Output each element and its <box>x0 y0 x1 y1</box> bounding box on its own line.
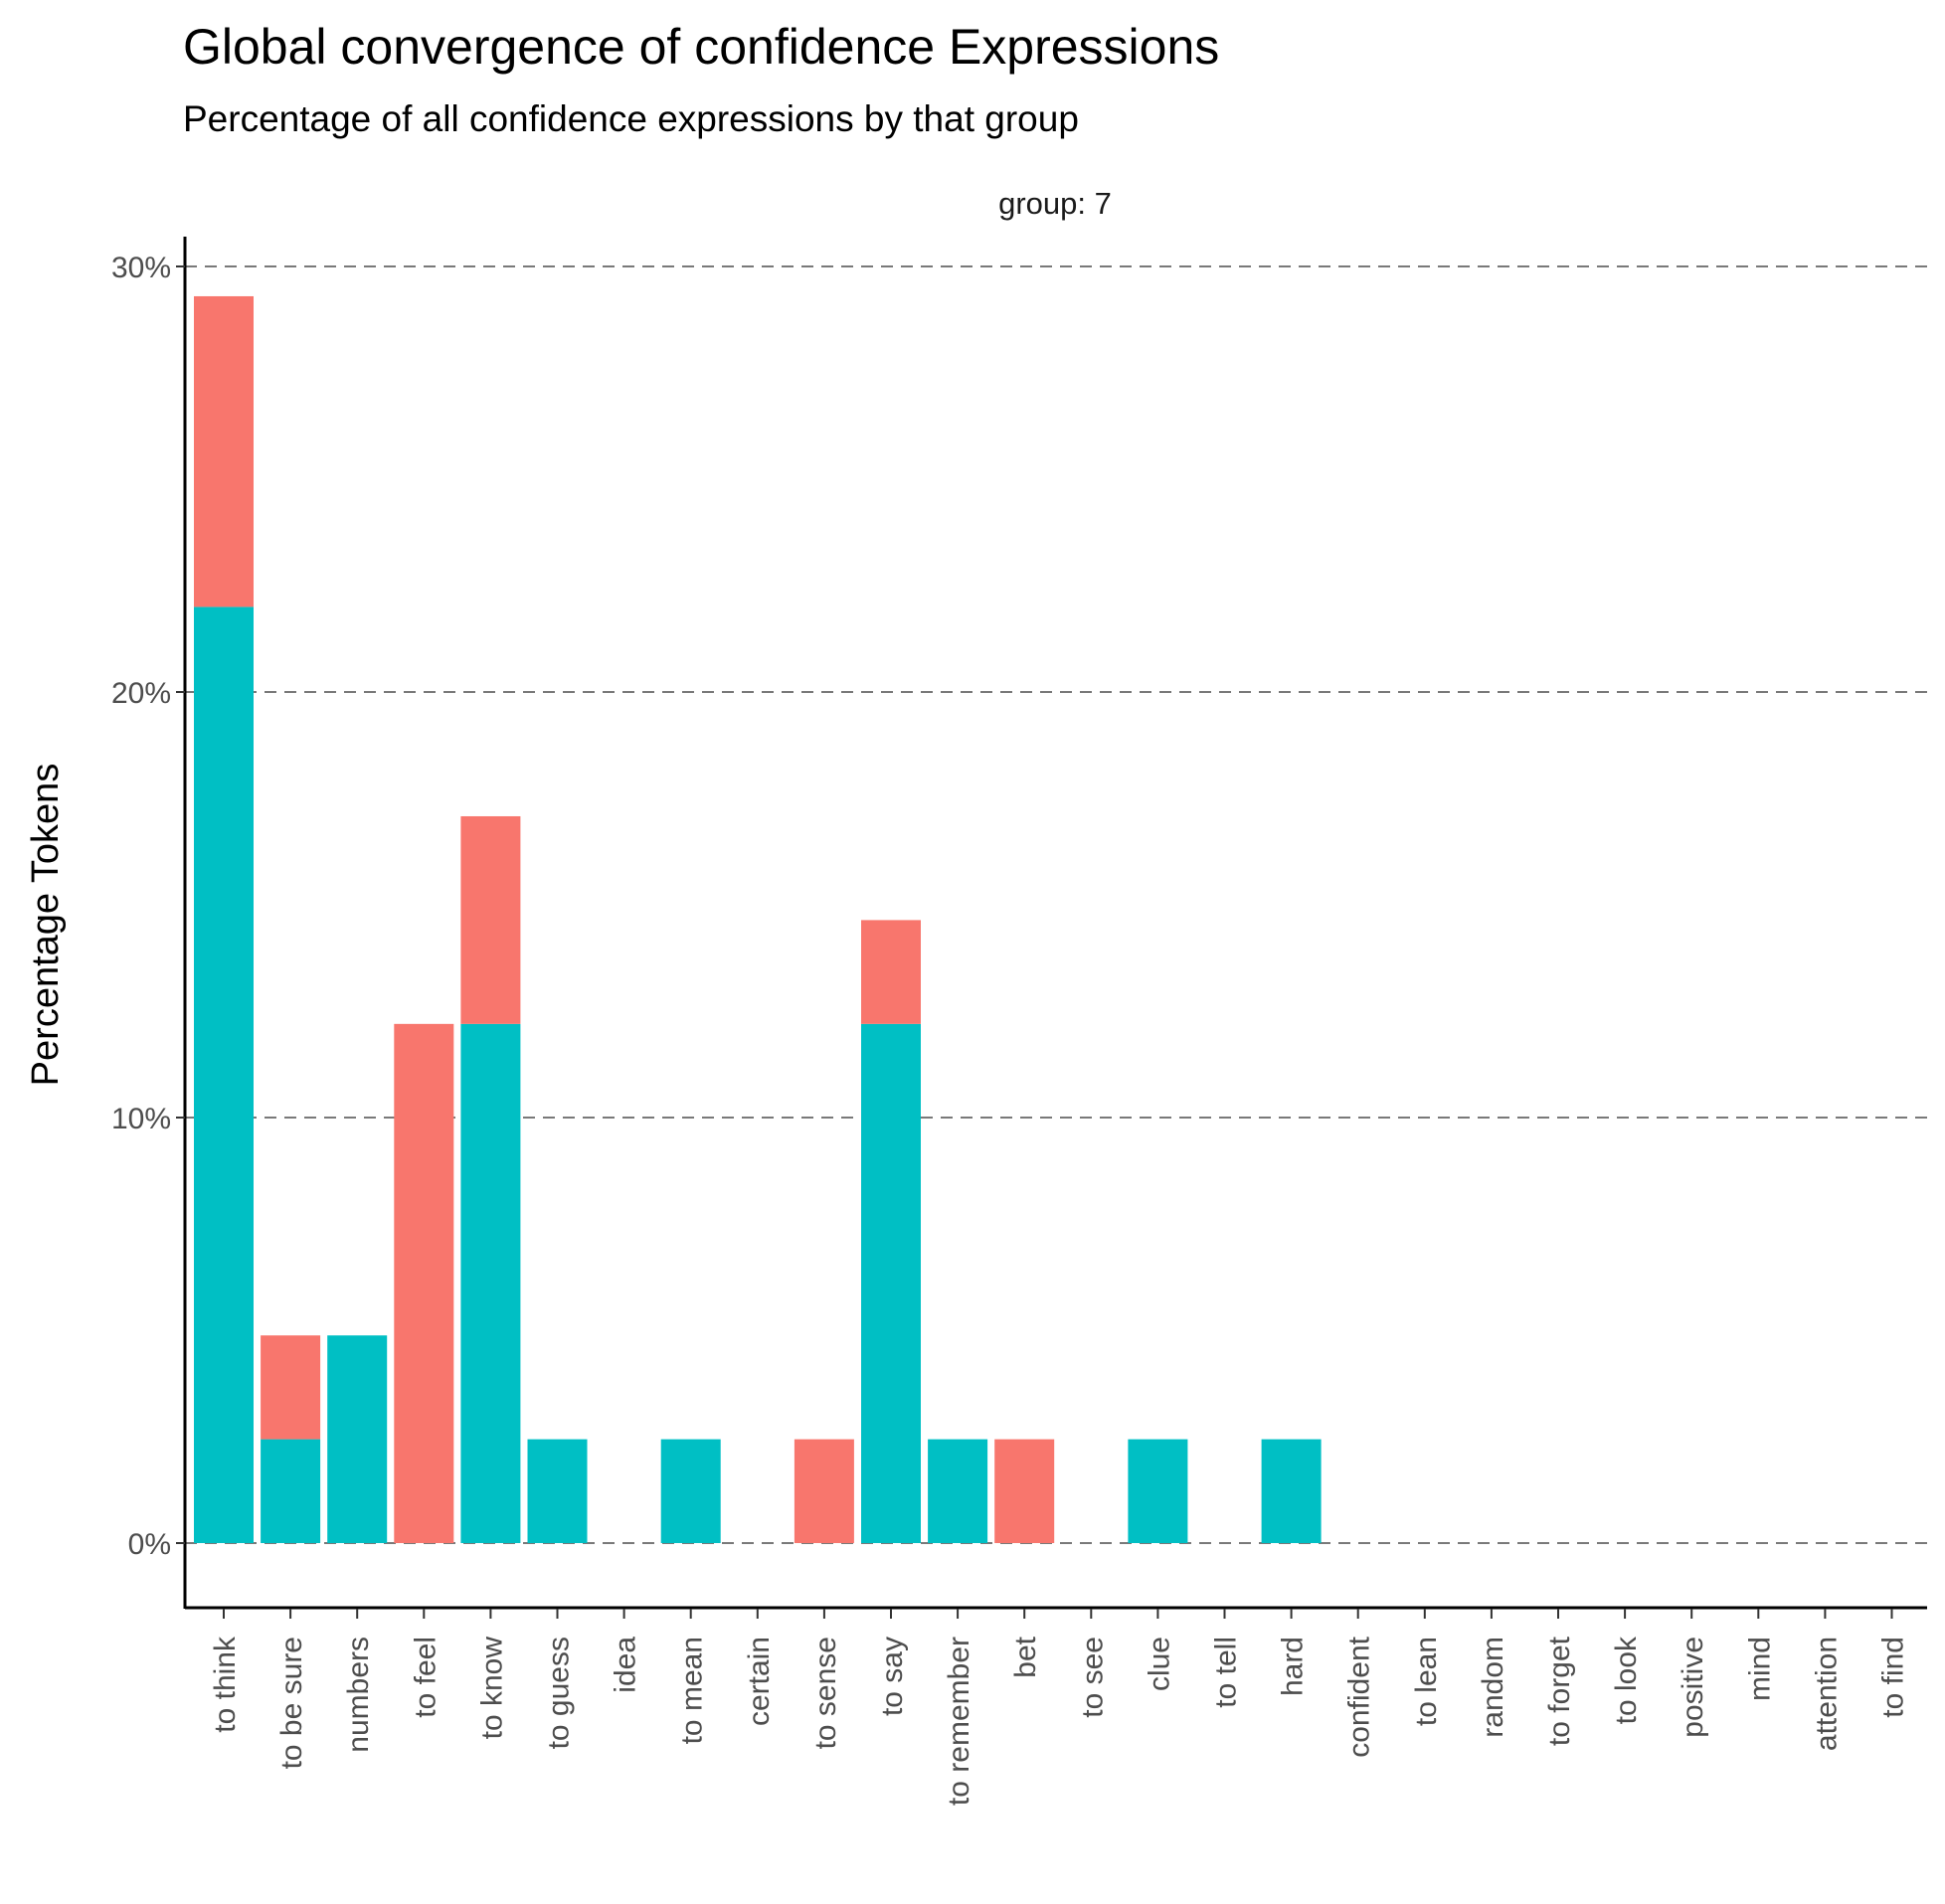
x-tick-label: idea <box>610 1637 642 1693</box>
bar-bet-s1 <box>994 1439 1055 1543</box>
chart-title: Global convergence of confidence Express… <box>183 19 1219 75</box>
y-tick-label: 20% <box>111 677 171 710</box>
bar-to-say-s1 <box>861 920 921 1024</box>
x-tick-label: to tell <box>1210 1637 1243 1708</box>
bar-to-think-s0 <box>194 606 254 1543</box>
axes <box>176 237 1927 1619</box>
bar-to-be-sure-s1 <box>261 1335 321 1440</box>
bar-hard-s0 <box>1261 1439 1322 1543</box>
bar-to-sense-s1 <box>794 1439 854 1543</box>
x-tick-label: hard <box>1277 1637 1310 1696</box>
x-tick-label: numbers <box>342 1637 375 1753</box>
x-tick-label: to say <box>876 1637 909 1716</box>
x-tick-label: to find <box>1877 1637 1910 1718</box>
bar-numbers-s0 <box>327 1335 388 1543</box>
x-tick-label: random <box>1477 1637 1509 1738</box>
facet-label: group: 7 <box>998 186 1112 221</box>
x-tick-label: to feel <box>409 1637 442 1718</box>
x-tick-label: to remember <box>943 1637 975 1806</box>
x-tick-label: confident <box>1343 1636 1376 1757</box>
x-tick-label: to look <box>1610 1636 1643 1724</box>
x-tick-label: to know <box>475 1637 508 1740</box>
x-tick-label: to sense <box>809 1637 842 1749</box>
y-tick-label: 30% <box>111 252 171 284</box>
y-tick-label: 10% <box>111 1103 171 1135</box>
y-tick-label: 0% <box>128 1528 171 1561</box>
bar-to-feel-s1 <box>394 1023 454 1543</box>
x-tick-label: to see <box>1076 1637 1109 1718</box>
x-tick-label: to guess <box>543 1637 576 1749</box>
chart-subtitle: Percentage of all confidence expressions… <box>183 98 1079 139</box>
x-tick-label: positive <box>1677 1637 1709 1738</box>
x-tick-label: to be sure <box>275 1637 308 1769</box>
y-axis-title: Percentage Tokens <box>25 764 67 1087</box>
bar-to-think-s1 <box>194 295 254 607</box>
bar-to-know-s0 <box>460 1023 521 1543</box>
bar-to-say-s0 <box>861 1023 921 1543</box>
x-tick-label: to forget <box>1543 1636 1576 1746</box>
x-tick-label: clue <box>1143 1637 1175 1691</box>
x-tick-label: to think <box>209 1636 242 1733</box>
bar-to-know-s1 <box>460 815 521 1024</box>
x-tick-label: to lean <box>1410 1637 1443 1726</box>
gridlines <box>185 265 1927 1544</box>
x-tick-labels: to think to be sure numbers to feel to know t… <box>209 1636 1910 1806</box>
bar-clue-s0 <box>1128 1439 1188 1543</box>
x-tick-label: certain <box>743 1637 776 1726</box>
x-tick-label: bet <box>1009 1636 1042 1677</box>
y-tick-labels: 0% 10% 20% 30% <box>111 252 171 1561</box>
bar-to-guess-s0 <box>527 1439 588 1543</box>
x-tick-label: attention <box>1810 1637 1843 1751</box>
x-tick-label: mind <box>1743 1637 1776 1701</box>
bars <box>194 295 1322 1543</box>
x-tick-label: to mean <box>676 1637 709 1744</box>
bar-to-be-sure-s0 <box>261 1439 321 1543</box>
bar-to-remember-s0 <box>928 1439 988 1543</box>
bar-to-mean-s0 <box>660 1439 721 1543</box>
